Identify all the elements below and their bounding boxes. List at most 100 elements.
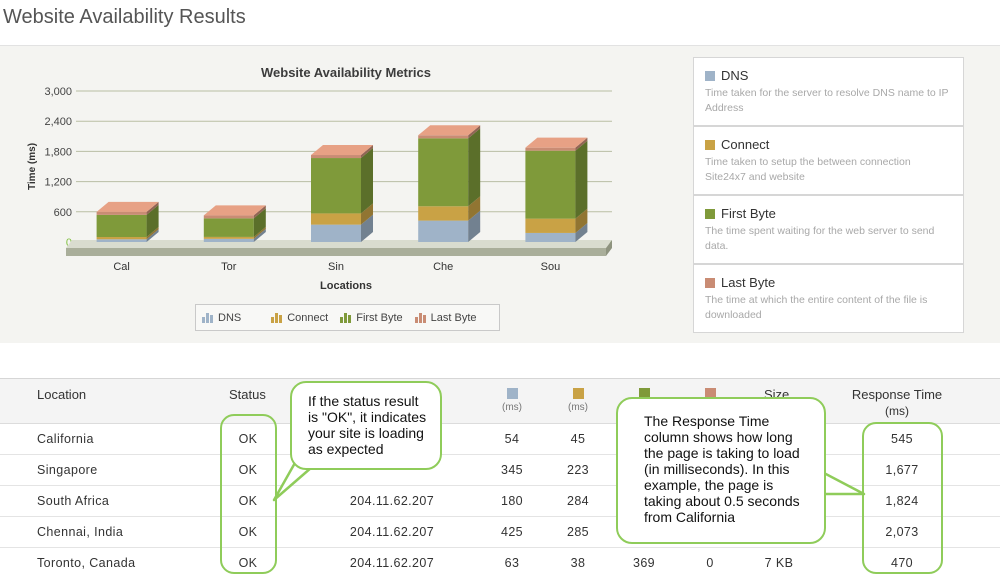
bar-last-byte-sou	[525, 147, 576, 151]
legend-item-first-byte[interactable]: First Byte	[340, 311, 403, 324]
response-callout-tail	[822, 470, 866, 496]
unit-label: (ms)	[568, 402, 588, 413]
column-header-dns[interactable]: (ms)	[497, 388, 527, 413]
status-cell: OK	[238, 494, 258, 508]
bar-side	[146, 204, 159, 238]
response-time-cell: 470	[890, 556, 914, 570]
location-cell: South Africa	[37, 494, 110, 508]
legend-item-last-byte[interactable]: Last Byte	[414, 311, 477, 324]
availability-chart: Website Availability Metrics 0 600 1,200 1,8…	[27, 65, 612, 292]
color-swatch	[705, 208, 715, 219]
column-header-first-byte[interactable]	[629, 388, 659, 399]
status-column-highlight	[220, 414, 277, 574]
bar-last-byte-sin	[311, 155, 361, 159]
dns-cell: 345	[500, 463, 524, 477]
bar-first-byte-cal	[96, 214, 147, 238]
bar-dns-sin	[311, 224, 361, 242]
bar-last-byte-che	[418, 135, 469, 139]
bar-icon	[202, 312, 213, 323]
bar-first-byte-sou	[525, 150, 576, 219]
column-header-last-byte[interactable]	[695, 388, 725, 399]
dns-cell: 54	[504, 432, 520, 446]
y-tick-label: 2,400	[44, 116, 72, 128]
legend-label: First Byte	[356, 311, 403, 324]
column-header-connect[interactable]: (ms)	[563, 388, 593, 413]
x-tick-label: Che	[433, 261, 453, 273]
last-byte-cell: 0	[706, 556, 714, 570]
bar-connect-sou	[525, 218, 576, 233]
size-cell: 7 KB	[764, 556, 794, 570]
y-axis-label: Time (ms)	[27, 143, 38, 190]
status-callout: If the status result is "OK", it indicat…	[290, 381, 442, 470]
x-tick-label: Tor	[221, 261, 237, 273]
metric-description: The time at which the entire content of …	[705, 294, 928, 321]
location-cell: California	[37, 432, 94, 446]
bar-dns-tor	[203, 238, 254, 242]
first-byte-cell: 369	[632, 556, 656, 570]
status-cell: OK	[238, 525, 258, 539]
bar-side	[146, 201, 159, 215]
unit-label: (ms)	[885, 404, 909, 418]
chart-floor-front	[66, 248, 606, 256]
bar-side	[575, 222, 588, 242]
bar-dns-sou	[525, 232, 576, 242]
connect-cell: 223	[566, 463, 590, 477]
bar-top	[96, 201, 159, 212]
bar-side	[361, 145, 373, 159]
y-tick-label: 1,800	[44, 146, 72, 158]
dns-cell: 180	[500, 494, 524, 508]
bar-icon	[271, 312, 283, 323]
connect-cell: 38	[570, 556, 586, 570]
bar-dns-cal	[96, 239, 147, 242]
table-row[interactable]: Toronto, Canada OK 204.11.62.207 63 38 3…	[0, 548, 1000, 577]
metric-card-connect: Connect Time taken to setup the between …	[693, 126, 964, 195]
color-swatch	[705, 277, 715, 288]
chart-legend: DNS Connect First Byte Last Byte	[195, 304, 500, 331]
location-cell: Singapore	[37, 463, 98, 477]
bar-side	[468, 125, 481, 139]
dns-cell: 425	[500, 525, 524, 539]
column-header-location[interactable]: Location	[37, 387, 87, 402]
table-row[interactable]: California OK 54 45 545	[0, 424, 1000, 455]
response-column-highlight	[862, 422, 943, 574]
table-row[interactable]: South Africa OK 204.11.62.207 180 284 1,…	[0, 486, 1000, 517]
bar-first-byte-che	[418, 138, 469, 207]
status-cell: OK	[238, 463, 258, 477]
bar-side	[361, 214, 373, 242]
metric-description: The time spent waiting for the web serve…	[705, 225, 935, 252]
connect-cell: 285	[566, 525, 590, 539]
status-cell: OK	[238, 432, 258, 446]
column-header-response-time[interactable]: Response Time (ms)	[838, 387, 956, 418]
y-tick-label: 3,000	[44, 86, 72, 98]
legend-item-dns[interactable]: DNS	[202, 312, 241, 324]
column-header-status[interactable]: Status	[229, 387, 266, 402]
metric-description: Time taken for the server to resolve DNS…	[705, 87, 949, 114]
x-tick-label: Sin	[328, 261, 344, 273]
x-axis-label: Locations	[320, 280, 372, 292]
metric-name: First Byte	[721, 206, 776, 221]
bar-top	[311, 145, 373, 156]
bar-side	[361, 148, 373, 214]
ip-cell: 204.11.62.207	[349, 525, 435, 539]
legend-label: DNS	[218, 311, 242, 324]
status-cell: OK	[238, 556, 258, 570]
y-tick-label: 1,200	[44, 177, 72, 189]
table-row[interactable]: Singapore OK 345 223 1,677	[0, 455, 1000, 486]
bar-side	[253, 205, 266, 219]
bar-side	[575, 137, 588, 151]
bar-side	[575, 140, 588, 219]
response-time-cell: 2,073	[885, 525, 919, 539]
bar-icon	[414, 312, 426, 323]
page-title: Website Availability Results	[3, 6, 246, 28]
legend-label: Last Byte	[430, 311, 477, 324]
y-tick-label: 600	[54, 207, 72, 219]
results-table: Location Status (ms) (ms) Size Response …	[0, 378, 1000, 577]
legend-item-connect[interactable]: Connect	[271, 312, 328, 324]
last-byte-swatch	[704, 388, 716, 399]
dns-cell: 63	[504, 556, 520, 570]
bar-top	[203, 205, 266, 216]
table-row[interactable]: Chennai, India OK 204.11.62.207 425 285 …	[0, 517, 1000, 548]
legend-label: Connect	[287, 311, 329, 324]
connect-cell: 284	[566, 494, 590, 508]
metric-name: Connect	[721, 137, 770, 152]
